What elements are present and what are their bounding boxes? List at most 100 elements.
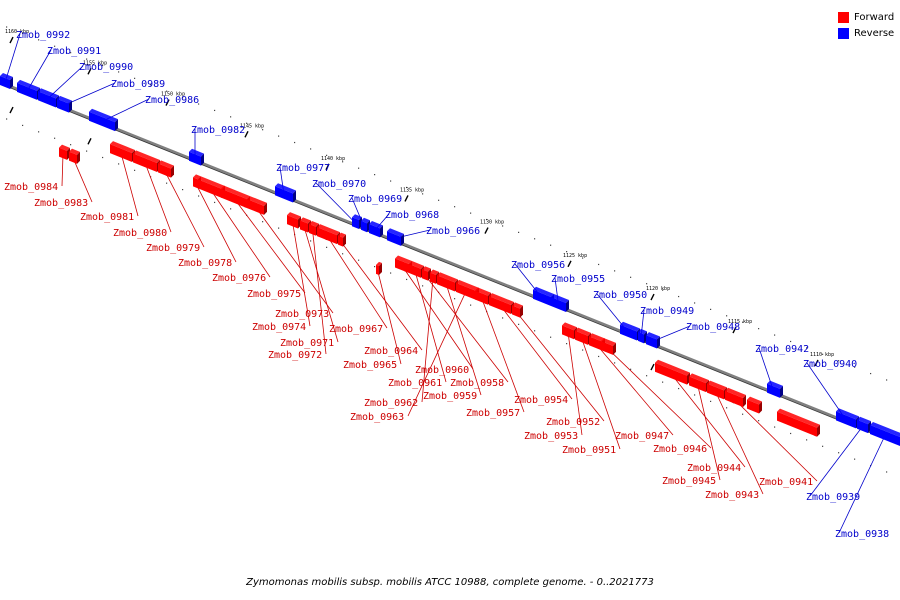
tick-dot (822, 353, 824, 355)
leader-line (499, 304, 573, 400)
gene-label: Zmob_0946 (653, 444, 707, 455)
tick-dot (598, 263, 600, 266)
major-tick-lower (650, 363, 655, 371)
tick-dot (374, 266, 376, 268)
tick-dot (470, 212, 472, 214)
tick-dot (38, 131, 40, 133)
gene-label: Zmob_0944 (687, 463, 741, 474)
tick-dot (326, 246, 328, 248)
tick-label: 1115 kbp (728, 319, 752, 325)
gene-feature-Zmob_0967 (317, 224, 340, 245)
major-tick-upper (9, 36, 14, 44)
tick-label: 1125 kbp (563, 253, 587, 259)
tick-dot (838, 452, 840, 454)
axis-line (0, 80, 900, 445)
tick-dot (854, 366, 856, 368)
tick-dot (246, 122, 248, 124)
gene-label: Zmob_0949 (640, 306, 694, 317)
leader-line (292, 221, 311, 327)
leader-line (595, 343, 674, 436)
tick-dot (758, 328, 760, 330)
leader-line (144, 162, 172, 233)
tick-dot (614, 270, 616, 272)
tick-dot (806, 347, 808, 349)
gene-label: Zmob_0952 (546, 417, 600, 428)
leader-line (195, 182, 237, 263)
tick-dot (278, 227, 280, 229)
tick-dot (182, 97, 184, 99)
tick-dot (742, 321, 744, 323)
gene-label: Zmob_0970 (312, 179, 366, 190)
gene-feature-Zmob_0958 (422, 266, 431, 281)
tick-dot (518, 323, 520, 325)
leader-line (255, 206, 334, 314)
tick-dot (630, 276, 632, 278)
gene-feature-Zmob_0953 (562, 322, 577, 340)
gene-feature-Zmob_0946 (601, 338, 616, 355)
leader-line (233, 198, 306, 294)
tick-dot (726, 315, 728, 317)
tick-dot (614, 362, 616, 364)
tick-dot (374, 174, 376, 176)
tick-dot (310, 148, 312, 150)
tick-dot (262, 221, 264, 223)
tick-dot (662, 381, 664, 383)
tick-dot (694, 394, 696, 396)
gene-label: Zmob_0984 (4, 182, 58, 193)
tick-dot (694, 302, 696, 304)
gene-feature-Zmob_0975 (221, 185, 250, 209)
gene-feature-Zmob_0954 (489, 293, 514, 314)
gene-label: Zmob_0941 (759, 477, 813, 488)
tick-dot (710, 308, 712, 310)
tick-dot (422, 193, 424, 195)
gene-label: Zmob_0955 (551, 274, 605, 285)
tick-dot (534, 238, 536, 240)
major-tick-upper (567, 260, 572, 268)
leader-line (670, 373, 746, 468)
tick-dot (470, 304, 472, 306)
tick-dot (838, 360, 840, 362)
gene-label: Zmob_0982 (191, 125, 245, 136)
gene-feature-Zmob_0943 (707, 380, 727, 400)
gene-feature-Zmob_0948 (646, 332, 660, 349)
leader-line (164, 170, 205, 248)
gene-feature-Zmob_0974 (287, 212, 301, 229)
gene-label: Zmob_0956 (511, 260, 565, 271)
tick-dot (790, 432, 792, 435)
gene-label: Zmob_0971 (280, 338, 334, 349)
tick-dot (422, 285, 424, 287)
tick-label: 1150 kbp (161, 92, 185, 98)
gene-feature-extra (747, 396, 762, 414)
tick-dot (870, 372, 872, 375)
gene-feature-Zmob_0938 (870, 421, 900, 446)
tick-dot (790, 340, 792, 343)
gene-label: Zmob_0992 (16, 30, 70, 41)
tick-label: 1155 kbp (83, 60, 107, 66)
leader-line (809, 426, 863, 497)
gene-label: Zmob_0958 (450, 378, 504, 389)
leader-line (606, 347, 712, 449)
tick-dot (774, 426, 776, 428)
gene-label: Zmob_0966 (426, 226, 480, 237)
gene-feature-Zmob_0965 (376, 261, 382, 276)
tick-dot (502, 317, 504, 319)
tick-dot (118, 163, 120, 165)
gene-feature-Zmob_0944 (655, 359, 690, 385)
gene-label: Zmob_0976 (212, 273, 266, 284)
tick-dot (742, 413, 744, 415)
gene-label: Zmob_0965 (343, 360, 397, 371)
gene-label: Zmob_0973 (275, 309, 329, 320)
major-tick-upper (165, 99, 170, 106)
tick-dot (198, 103, 200, 105)
gene-feature-Zmob_0945 (689, 373, 709, 393)
leader-line (515, 311, 605, 422)
gene-feature-Zmob_0992 (0, 73, 13, 90)
tick-label: 1140 kbp (321, 156, 345, 162)
leader-line (377, 269, 402, 365)
tick-dot (342, 253, 344, 255)
tick-dot (438, 199, 440, 201)
major-tick-upper (325, 163, 330, 171)
gene-label: Zmob_0969 (348, 194, 402, 205)
leader-line (567, 332, 583, 436)
gene-feature-Zmob_0940 (836, 408, 859, 429)
